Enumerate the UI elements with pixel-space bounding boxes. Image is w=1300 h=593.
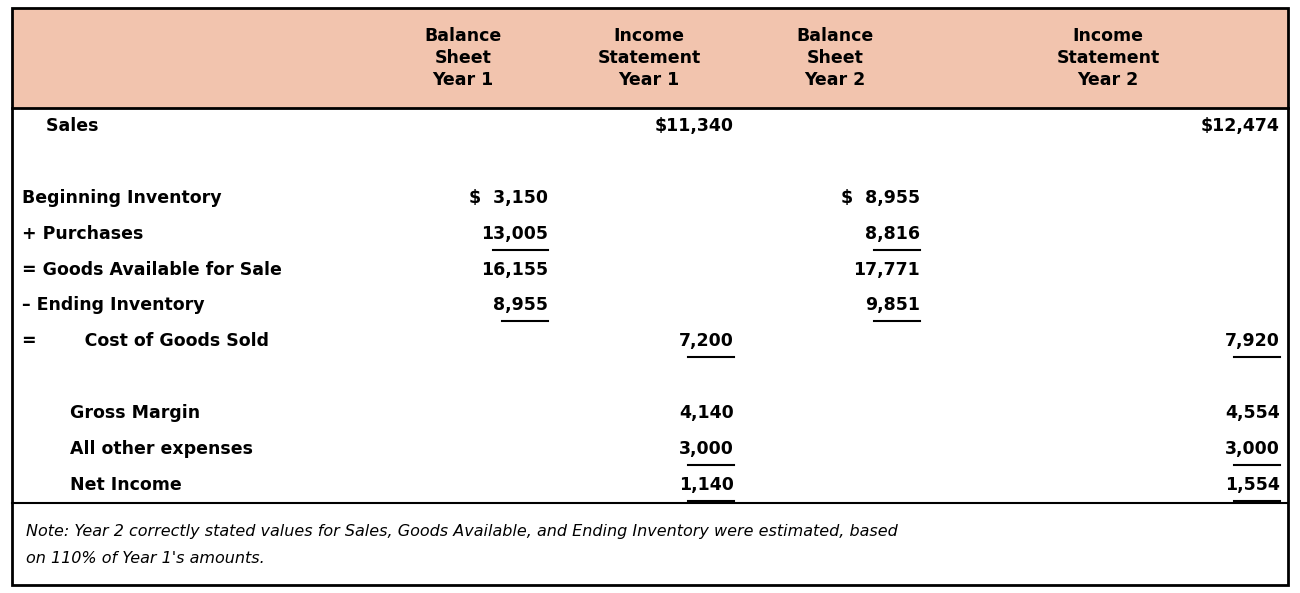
Text: 7,920: 7,920 [1225, 333, 1280, 350]
Text: Income
Statement
Year 1: Income Statement Year 1 [598, 27, 701, 89]
Text: 17,771: 17,771 [853, 260, 920, 279]
Text: + Purchases: + Purchases [22, 225, 143, 243]
Text: Sales: Sales [22, 117, 99, 135]
Text: 1,554: 1,554 [1225, 476, 1280, 494]
Text: 16,155: 16,155 [481, 260, 549, 279]
Text: 8,955: 8,955 [493, 296, 549, 314]
Text: 4,554: 4,554 [1225, 404, 1280, 422]
Text: – Ending Inventory: – Ending Inventory [22, 296, 204, 314]
Text: 8,816: 8,816 [864, 225, 920, 243]
Text: 3,000: 3,000 [1225, 440, 1280, 458]
Text: =        Cost of Goods Sold: = Cost of Goods Sold [22, 333, 269, 350]
Text: 13,005: 13,005 [481, 225, 549, 243]
Text: on 110% of Year 1's amounts.: on 110% of Year 1's amounts. [26, 551, 265, 566]
Text: 1,140: 1,140 [679, 476, 734, 494]
Text: 3,000: 3,000 [679, 440, 734, 458]
Text: Income
Statement
Year 2: Income Statement Year 2 [1057, 27, 1160, 89]
Text: 4,140: 4,140 [679, 404, 734, 422]
Text: All other expenses: All other expenses [22, 440, 253, 458]
Text: Beginning Inventory: Beginning Inventory [22, 189, 221, 207]
Text: 9,851: 9,851 [864, 296, 920, 314]
Text: = Goods Available for Sale: = Goods Available for Sale [22, 260, 282, 279]
Text: Net Income: Net Income [22, 476, 182, 494]
Bar [12, 8, 1288, 108]
Text: $11,340: $11,340 [655, 117, 734, 135]
Text: Note: Year 2 correctly stated values for Sales, Goods Available, and Ending Inve: Note: Year 2 correctly stated values for… [26, 524, 898, 539]
Text: Balance
Sheet
Year 2: Balance Sheet Year 2 [797, 27, 874, 89]
Text: Balance
Sheet
Year 1: Balance Sheet Year 1 [424, 27, 502, 89]
Text: $  8,955: $ 8,955 [841, 189, 920, 207]
Text: 7,200: 7,200 [679, 333, 734, 350]
Text: $12,474: $12,474 [1201, 117, 1280, 135]
Text: $  3,150: $ 3,150 [469, 189, 549, 207]
Text: Gross Margin: Gross Margin [22, 404, 200, 422]
